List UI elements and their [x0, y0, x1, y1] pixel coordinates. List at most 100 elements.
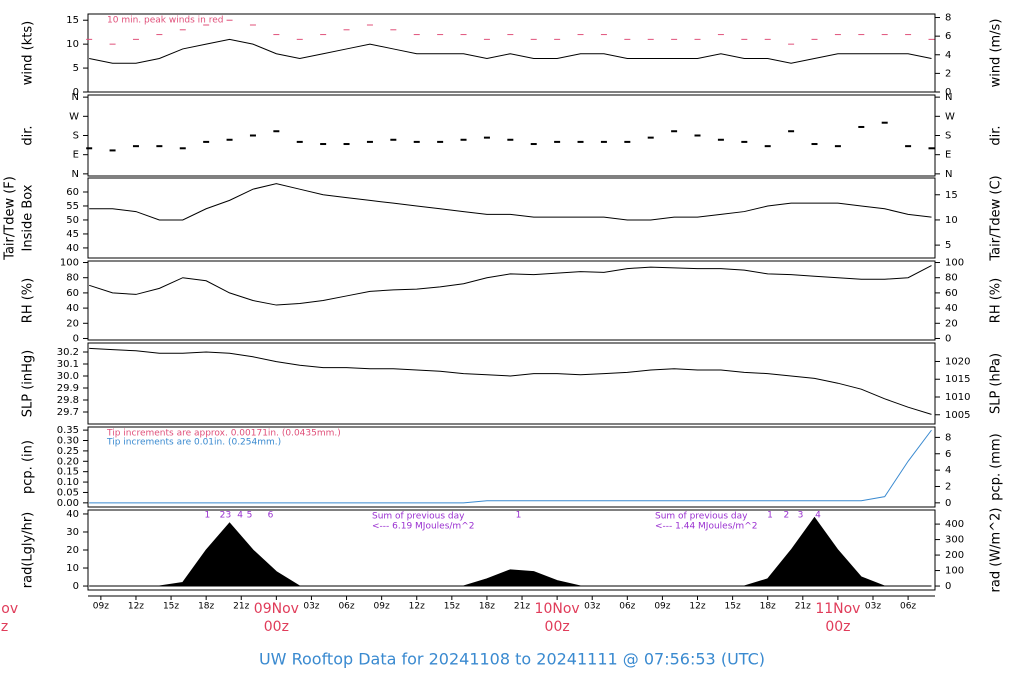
x-tick-label: 09z: [374, 602, 390, 612]
x-tick-label: 21z: [795, 602, 811, 612]
y-axis-label: RH (%): [21, 278, 36, 323]
sun-marker: 3: [226, 511, 232, 521]
x-tick-label: 03z: [303, 602, 319, 612]
y2-tick-label: 80: [945, 273, 958, 284]
annotation: Tip increments are 0.01in. (0.254mm.): [106, 438, 281, 448]
x-tick-label: 06z: [619, 602, 635, 612]
y2-tick-label: 0: [945, 333, 951, 344]
sun-marker: 1: [516, 511, 522, 521]
rad-area: [89, 516, 932, 587]
annotation: Sum of previous day: [655, 512, 748, 522]
day-hour-label: 00z: [545, 619, 570, 635]
y-tick-label: S: [73, 131, 79, 142]
y2-axis-label: SLP (hPa): [989, 353, 1004, 414]
x-tick-label: 12z: [409, 602, 425, 612]
y-tick-label: 50: [66, 215, 79, 226]
y2-tick-label: 8: [945, 432, 951, 443]
y2-tick-label: 400: [945, 519, 964, 530]
y2-axis-label: dir.: [989, 125, 1004, 145]
day-hour-label: 00z: [0, 619, 8, 635]
x-tick-label: 18z: [198, 602, 214, 612]
y-tick-label: 29.7: [57, 407, 79, 418]
y2-tick-label: 0: [945, 87, 951, 98]
y-tick-label: 0.00: [57, 498, 79, 509]
y-tick-label: 30.0: [57, 371, 79, 382]
panel-frame: [87, 13, 936, 93]
sun-marker: 3: [798, 511, 804, 521]
y2-tick-label: E: [945, 150, 951, 161]
y2-tick-label: 0: [945, 498, 951, 509]
y2-tick-label: 8: [945, 13, 951, 24]
y-axis-label: wind (kts): [21, 21, 36, 85]
sun-marker: 4: [237, 511, 243, 521]
y2-tick-label: W: [945, 111, 955, 122]
y-tick-label: 0.15: [57, 467, 79, 478]
day-hour-label: 00z: [825, 619, 850, 635]
y2-tick-label: N: [945, 92, 952, 103]
y2-tick-label: 300: [945, 535, 964, 546]
y2-axis-label: rad (W/m^2): [989, 508, 1004, 593]
x-tick-label: 21z: [233, 602, 249, 612]
x-tick-label: 03z: [584, 602, 600, 612]
day-label: 08Nov: [0, 601, 18, 617]
y2-axis-label: Tair/Tdew (C): [989, 175, 1004, 261]
y-tick-label: 0.25: [57, 446, 79, 457]
annotation: <--- 6.19 MJoules/m^2: [372, 522, 474, 532]
y-tick-label: 20: [66, 318, 79, 329]
x-tick-label: 03z: [865, 602, 881, 612]
panel-frame: [87, 177, 936, 259]
y-tick-label: 55: [66, 201, 79, 212]
sun-marker: 1: [767, 511, 773, 521]
y2-tick-label: 4: [945, 465, 951, 476]
y2-tick-label: 1015: [945, 374, 970, 385]
day-label: 10Nov: [535, 601, 580, 617]
y-tick-label: 0: [73, 333, 79, 344]
sun-marker: 1: [204, 511, 210, 521]
day-label: 11Nov: [815, 601, 860, 617]
y2-tick-label: 2: [945, 68, 951, 79]
series-line: [89, 183, 932, 221]
y-axis-label: rad(Lgly/hr): [21, 512, 36, 588]
y2-tick-label: 100: [945, 566, 964, 577]
y-tick-label: 40: [66, 509, 79, 520]
x-tick-label: 12z: [689, 602, 705, 612]
y-tick-label: N: [72, 92, 79, 103]
sun-marker: 2: [784, 511, 790, 521]
y-tick-label: 0.10: [57, 477, 79, 488]
panel-frame: [87, 342, 936, 425]
y-tick-label: 0.35: [57, 425, 79, 436]
y-tick-label: 29.8: [57, 395, 79, 406]
y-tick-label: 30.1: [57, 359, 79, 370]
x-tick-label: 09z: [654, 602, 670, 612]
sun-marker: 6: [268, 511, 274, 521]
y-tick-label: 30: [66, 527, 79, 538]
annotation: Sum of previous day: [372, 512, 465, 522]
y-tick-label: 0: [73, 581, 79, 592]
y2-tick-label: 1005: [945, 410, 970, 421]
series-line: [89, 347, 932, 415]
y2-tick-label: 4: [945, 50, 951, 61]
y2-tick-label: 20: [945, 318, 958, 329]
y-tick-label: 10: [66, 39, 79, 50]
y-tick-label: 45: [66, 229, 79, 240]
panel-frame: [87, 426, 936, 508]
y-tick-label: W: [69, 111, 79, 122]
y2-tick-label: 6: [945, 31, 951, 42]
y-tick-label: 60: [66, 187, 79, 198]
y-tick-label: 0.05: [57, 487, 79, 498]
y-tick-label: 0.20: [57, 456, 79, 467]
y-tick-label: 30.2: [57, 347, 79, 358]
x-tick-label: 09z: [93, 602, 109, 612]
y-tick-label: 100: [60, 258, 79, 269]
y2-tick-label: 100: [945, 258, 964, 269]
y2-axis-label: wind (m/s): [989, 19, 1004, 88]
y2-tick-label: 15: [945, 190, 958, 201]
y-tick-label: 80: [66, 273, 79, 284]
y2-tick-label: 40: [945, 303, 958, 314]
annotation: Tip increments are approx. 0.00171in. (0…: [106, 429, 341, 439]
y2-tick-label: 2: [945, 481, 951, 492]
y2-axis-label: RH (%): [989, 278, 1004, 323]
annotation: <--- 1.44 MJoules/m^2: [655, 522, 757, 532]
y2-tick-label: 6: [945, 449, 951, 460]
x-tick-label: 15z: [163, 602, 179, 612]
